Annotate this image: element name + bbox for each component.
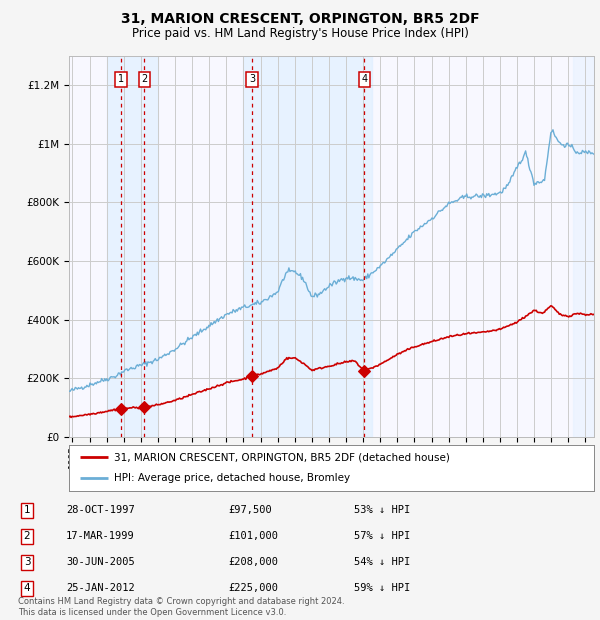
Text: 3: 3 — [23, 557, 31, 567]
Bar — [244, 56, 371, 437]
Bar — [107, 56, 158, 437]
Point — [116, 404, 125, 414]
Text: 31, MARION CRESCENT, ORPINGTON, BR5 2DF: 31, MARION CRESCENT, ORPINGTON, BR5 2DF — [121, 12, 479, 27]
Text: 17-MAR-1999: 17-MAR-1999 — [66, 531, 135, 541]
Point — [247, 371, 257, 381]
Text: £97,500: £97,500 — [228, 505, 272, 515]
Point — [359, 366, 369, 376]
Text: Contains HM Land Registry data © Crown copyright and database right 2024.
This d: Contains HM Land Registry data © Crown c… — [18, 598, 344, 617]
Text: 59% ↓ HPI: 59% ↓ HPI — [354, 583, 410, 593]
Point — [140, 402, 149, 412]
Text: 57% ↓ HPI: 57% ↓ HPI — [354, 531, 410, 541]
Text: 3: 3 — [249, 74, 255, 84]
Text: 1: 1 — [23, 505, 31, 515]
Text: 28-OCT-1997: 28-OCT-1997 — [66, 505, 135, 515]
Bar — [574, 56, 594, 437]
Text: 25-JAN-2012: 25-JAN-2012 — [66, 583, 135, 593]
Text: £225,000: £225,000 — [228, 583, 278, 593]
Text: 2: 2 — [23, 531, 31, 541]
Text: 54% ↓ HPI: 54% ↓ HPI — [354, 557, 410, 567]
Text: 4: 4 — [361, 74, 367, 84]
Text: Price paid vs. HM Land Registry's House Price Index (HPI): Price paid vs. HM Land Registry's House … — [131, 27, 469, 40]
Text: 2: 2 — [141, 74, 148, 84]
Text: 53% ↓ HPI: 53% ↓ HPI — [354, 505, 410, 515]
Text: 1: 1 — [118, 74, 124, 84]
Text: HPI: Average price, detached house, Bromley: HPI: Average price, detached house, Brom… — [113, 474, 350, 484]
Text: 4: 4 — [23, 583, 31, 593]
Text: 30-JUN-2005: 30-JUN-2005 — [66, 557, 135, 567]
Text: £208,000: £208,000 — [228, 557, 278, 567]
Text: 31, MARION CRESCENT, ORPINGTON, BR5 2DF (detached house): 31, MARION CRESCENT, ORPINGTON, BR5 2DF … — [113, 452, 449, 462]
Text: £101,000: £101,000 — [228, 531, 278, 541]
